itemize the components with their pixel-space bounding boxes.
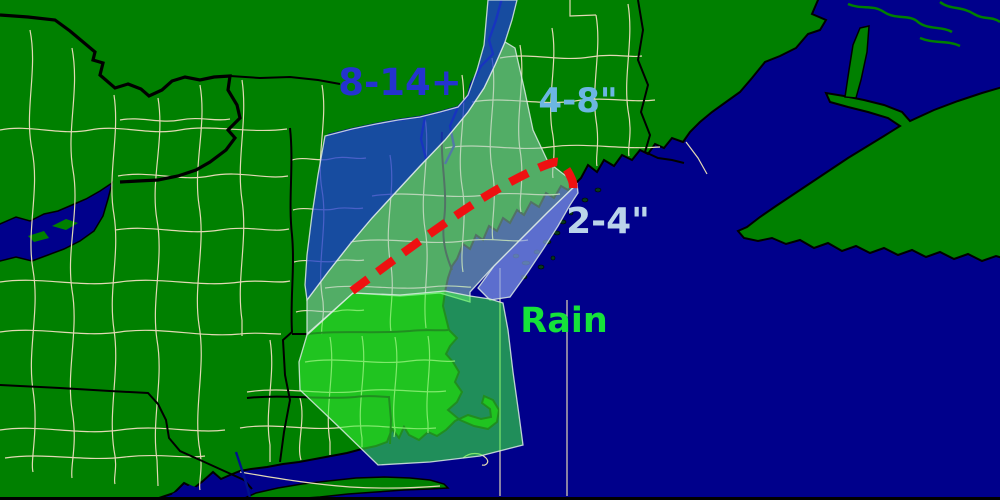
precip-bands: [298, 0, 579, 466]
gulf-coastlines: [847, 0, 1000, 48]
heavy-snow-label: 8-14+: [338, 61, 462, 104]
border-ny-pa-nj: [0, 384, 253, 490]
border-ny-vt: [279, 127, 294, 463]
rain-snow-line: [349, 157, 578, 295]
new-york-harbor: [172, 485, 204, 499]
snow-band-8-14-region: [304, 0, 518, 302]
border-45th-parallel: [229, 75, 341, 85]
moderate-snow-label: 4-8": [538, 81, 617, 121]
lake-champlain: [0, 181, 114, 262]
inland-water: [0, 181, 204, 499]
rain-region: [298, 290, 524, 466]
light-snow-label: 2-4": [566, 201, 650, 242]
border-me-nb: [636, 0, 685, 164]
canada-border: [0, 13, 242, 184]
snow-band-2-4-region: [477, 182, 579, 301]
rain-label: Rain: [520, 301, 607, 341]
chignecto-isthmus: [844, 25, 870, 99]
hudson-river: [234, 451, 252, 499]
lake-islands: [28, 219, 78, 242]
map-bottom-edge: [0, 497, 1000, 500]
